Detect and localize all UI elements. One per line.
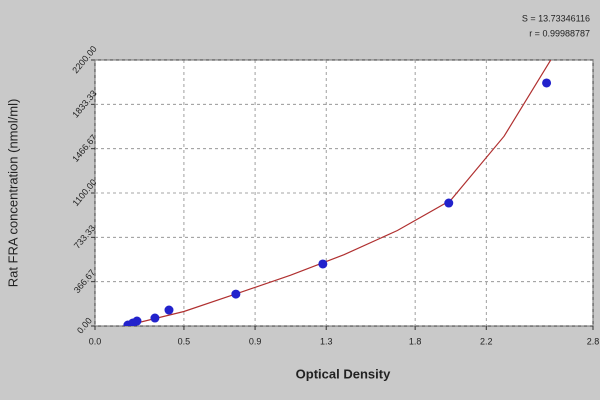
plot-content [123,60,552,326]
x-tick-label: 2.2 [480,336,493,346]
x-axis-title: Optical Density [296,366,391,381]
x-tick-label: 1.8 [409,336,422,346]
data-point [231,289,241,299]
data-point [318,259,328,269]
data-point [164,305,174,315]
data-point [150,313,160,323]
y-axis-title: Rat FRA concentration (nmol/ml) [5,99,20,288]
data-point [444,198,454,208]
annotation: r = 0.99988787 [529,28,590,38]
x-tick-label: 0.9 [249,336,262,346]
fit-curve [126,60,552,326]
annotation: S = 13.73346116 [522,13,590,23]
data-point [542,78,552,88]
x-tick-label: 1.3 [320,336,333,346]
x-tick-label: 0.0 [89,336,102,346]
x-tick-label: 0.5 [178,336,191,346]
x-tick-label: 2.8 [587,336,600,346]
data-point [132,316,142,326]
